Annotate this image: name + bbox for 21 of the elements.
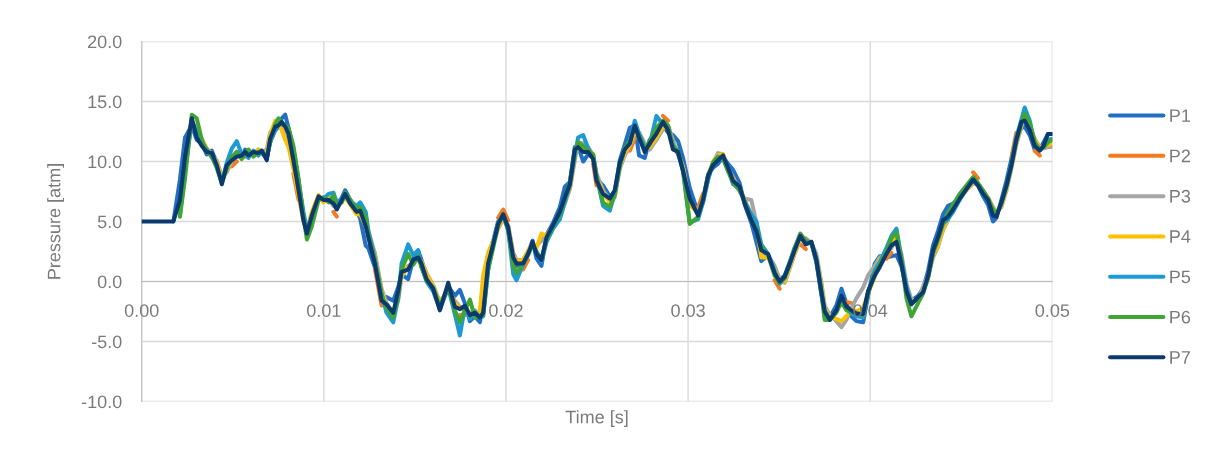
- x-axis-title: Time [s]: [565, 410, 628, 427]
- y-tick-label: 0.0: [97, 275, 122, 289]
- y-tick-label: -10.0: [81, 395, 122, 409]
- y-tick-label: -5.0: [91, 335, 122, 349]
- legend-label: P6: [1170, 310, 1191, 324]
- y-tick-label: 20.0: [88, 35, 122, 49]
- legend-label: P7: [1170, 351, 1190, 364]
- legend-label: P1: [1170, 109, 1191, 122]
- legend-label: P4: [1170, 230, 1191, 243]
- x-tick-label: 0.05: [1035, 304, 1070, 317]
- legend-label: P5: [1170, 270, 1191, 284]
- y-tick-label: 15.0: [88, 95, 122, 109]
- legend-label: P3: [1170, 189, 1191, 203]
- y-axis-title: Pressure [atm]: [47, 164, 65, 279]
- y-tick-label: 5.0: [97, 215, 122, 229]
- x-tick-label: 0.03: [671, 304, 705, 317]
- x-tick-label: 0.00: [124, 304, 159, 317]
- legend-label: P2: [1170, 149, 1190, 163]
- y-tick-label: 10.0: [88, 155, 122, 169]
- x-tick-label: 0.01: [306, 304, 341, 317]
- x-tick-label: 0.02: [489, 304, 523, 317]
